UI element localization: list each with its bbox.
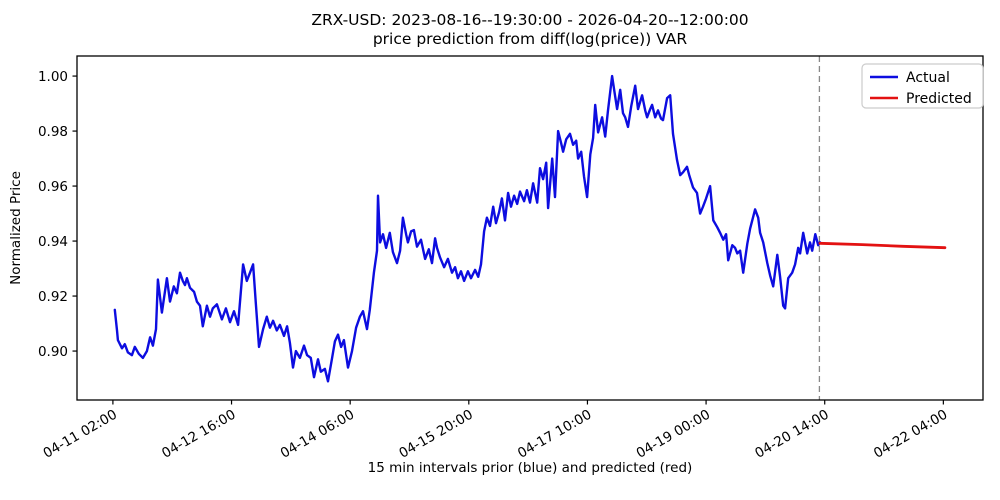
y-tick-label: 0.98	[38, 124, 68, 140]
actual-line	[113, 74, 822, 383]
plot-frame	[76, 55, 984, 401]
x-tick-label: 04-11 02:00	[41, 407, 120, 462]
legend: Actual Predicted	[861, 63, 984, 109]
axis-ticks: 0.90 0.92 0.94 0.96 0.98 1.00 04-11 02:00 04-12…	[38, 69, 950, 462]
x-tick-label: 04-12 16:00	[159, 407, 238, 462]
y-tick-label: 1.00	[38, 69, 68, 85]
x-tick-label: 04-17 10:00	[515, 407, 594, 462]
predicted-line	[818, 241, 947, 250]
x-axis-label: 15 min intervals prior (blue) and predic…	[368, 460, 693, 476]
x-tick-label: 04-20 14:00	[752, 407, 831, 462]
y-axis-label: Normalized Price	[8, 171, 24, 285]
chart-title: ZRX-USD: 2023-08-16--19:30:00 - 2026-04-…	[311, 11, 748, 29]
chart-subtitle: price prediction from diff(log(price)) V…	[373, 30, 688, 48]
x-tick-label: 04-19 00:00	[634, 407, 713, 462]
x-tick-label: 04-15 20:00	[396, 407, 475, 462]
legend-label-predicted: Predicted	[906, 91, 972, 107]
x-tick-label: 04-22 04:00	[871, 407, 950, 462]
y-tick-label: 0.96	[38, 179, 68, 195]
y-tick-label: 0.90	[38, 344, 68, 360]
y-tick-label: 0.94	[38, 234, 68, 250]
y-tick-label: 0.92	[38, 289, 68, 305]
x-tick-label: 04-14 06:00	[278, 407, 357, 462]
data-series	[113, 74, 947, 383]
legend-label-actual: Actual	[906, 70, 950, 86]
